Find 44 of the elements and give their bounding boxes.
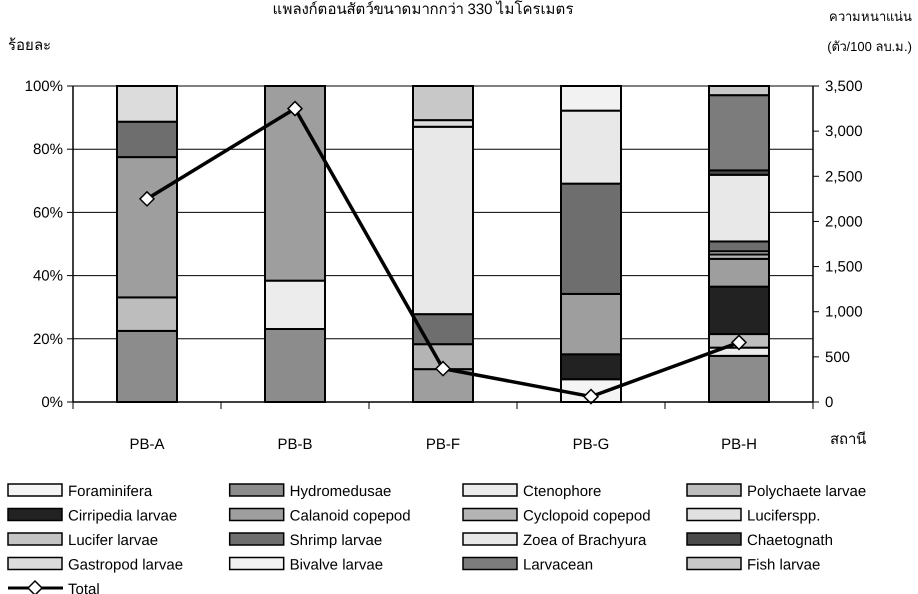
point [731,334,747,350]
legend-label: Larvacean [523,556,594,574]
legend-label: Fish larvae [747,556,820,574]
legend-label: Cyclopoid copepod [523,508,651,524]
legend-label: Hydromedusae [290,483,392,500]
legend-label: Chaetognath [747,532,833,549]
x-tick-label: PB-A [129,436,165,453]
legend-label: Bivalve larvae [290,556,384,574]
legend-label: Gastropod larvae [68,556,184,574]
legend-label: Luciferspp. [747,508,820,524]
y-tick-label: 80% [32,141,63,158]
y2-tick-label: 2,000 [825,213,863,230]
y2-tick-label: 3,000 [825,123,863,140]
point [287,100,303,116]
x-tick-label: PB-B [277,436,313,453]
legend-label: Polychaete larvae [747,483,866,500]
legend-label: Foraminifera [68,483,153,500]
legend-label: Shrimp larvae [290,532,382,549]
legend-label: Calanoid copepod [290,508,411,524]
x-tick-label: PB-G [572,436,610,453]
legend-label: Zoea of Brachyura [523,532,648,549]
legend-label: Ctenophore [523,483,602,500]
x-tick-label: PB-F [426,436,460,453]
x-axis-title: สถานี [830,431,866,448]
y-tick-label: 60% [32,204,63,222]
y2-tick-label: 2,500 [825,168,863,186]
chart-title: แพลงก์ตอนสัตว์ขนาดมากกว่า 330 ไมโครเมตร [272,0,574,18]
y2-axis-title: ความหนาแน่น (ตัว/100 ลบ.ม.) [827,9,912,54]
y-axis-title: ร้อยละ [8,37,51,54]
y-tick-label: 100% [24,78,63,95]
y2-tick-label: 0 [825,394,834,411]
y-tick-label: 40% [32,268,63,285]
y2-tick-label: 3,500 [825,78,863,95]
y-tick-label: 20% [32,330,63,348]
y2-tick-label: 1,000 [825,304,863,321]
legend-label: Lucifer larvae [68,532,158,549]
y2-tick-label: 1,500 [825,258,863,276]
point [435,360,451,376]
point [139,191,155,207]
y2-tick-label: 500 [825,348,850,366]
legend-label: Total [68,581,100,594]
x-tick-label: PB-H [721,436,757,453]
y-tick-label: 0% [41,394,63,411]
legend-label: Cirripedia larvae [68,508,178,524]
